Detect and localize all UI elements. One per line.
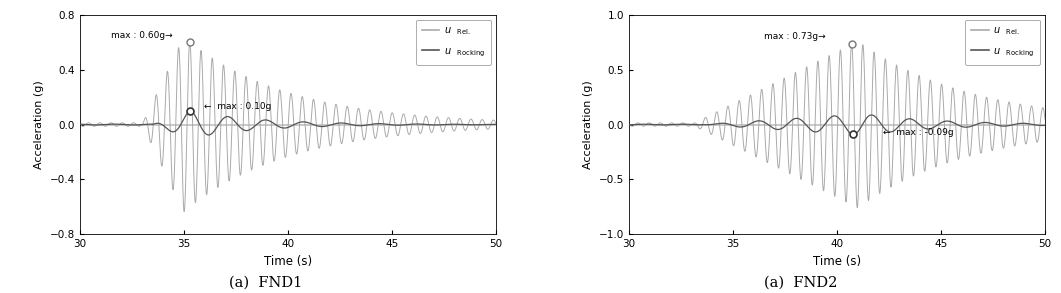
Legend: $u$  $_{\mathrm{Rel.}}$, $u$  $_{\mathrm{Rocking}}$: $u$ $_{\mathrm{Rel.}}$, $u$ $_{\mathrm{R…	[966, 20, 1040, 64]
Text: max : 0.73g→: max : 0.73g→	[764, 32, 825, 41]
Legend: $u$  $_{\mathrm{Rel.}}$, $u$  $_{\mathrm{Rocking}}$: $u$ $_{\mathrm{Rel.}}$, $u$ $_{\mathrm{R…	[416, 20, 491, 64]
Text: (a)  FND2: (a) FND2	[764, 276, 838, 290]
Text: (a)  FND1: (a) FND1	[228, 276, 302, 290]
Text: max : 0.60g→: max : 0.60g→	[110, 31, 173, 40]
X-axis label: Time (s): Time (s)	[263, 255, 312, 268]
X-axis label: Time (s): Time (s)	[813, 255, 862, 268]
Text: ←  max : 0.10g: ← max : 0.10g	[205, 102, 272, 111]
Y-axis label: Acceleration (g): Acceleration (g)	[34, 80, 44, 169]
Y-axis label: Acceleration (g): Acceleration (g)	[584, 80, 593, 169]
Text: ←  max : -0.09g: ← max : -0.09g	[883, 128, 954, 137]
